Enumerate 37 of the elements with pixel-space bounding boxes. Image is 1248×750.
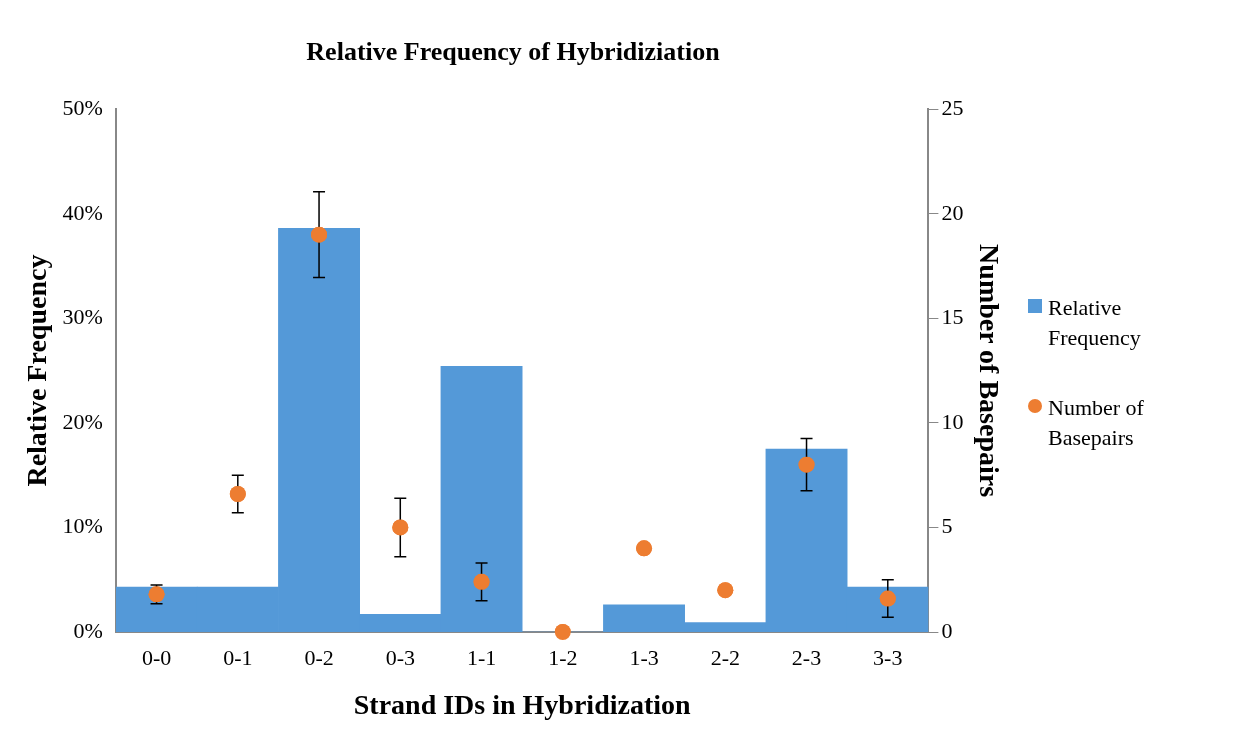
point bbox=[311, 226, 328, 243]
x-tick-label: 1-2 bbox=[548, 644, 578, 670]
y-tick-label: 40% bbox=[62, 199, 103, 225]
x-axis-title: Strand IDs in Hybridization bbox=[353, 689, 692, 721]
point bbox=[473, 573, 490, 590]
y2-tick-label: 0 bbox=[941, 617, 953, 643]
x-tick-label: 1-3 bbox=[629, 644, 659, 670]
y-tick-label: 20% bbox=[62, 408, 103, 434]
point bbox=[392, 519, 409, 536]
y-tick-label: 10% bbox=[62, 513, 103, 539]
y2-tick-label: 25 bbox=[941, 94, 964, 120]
legend-label: Number of Basepairs bbox=[1048, 394, 1145, 452]
x-tick-label: 2-3 bbox=[791, 644, 822, 670]
legend-label: Relative Frequency bbox=[1048, 294, 1142, 352]
chart-title: Relative Frequency of Hybridiziation bbox=[306, 37, 721, 67]
point bbox=[798, 456, 815, 473]
y-axis-title: Relative Frequency bbox=[21, 254, 53, 487]
point bbox=[879, 590, 896, 607]
point bbox=[554, 624, 571, 640]
point bbox=[717, 582, 734, 599]
x-tick-label: 1-1 bbox=[466, 644, 497, 670]
y-tick-label: 50% bbox=[62, 94, 103, 120]
x-tick-label: 0-3 bbox=[385, 644, 415, 670]
x-tick-label: 2-2 bbox=[710, 644, 740, 670]
y-tick-label: 0% bbox=[73, 617, 103, 643]
x-tick-label: 0-0 bbox=[141, 644, 172, 670]
y2-tick-label: 10 bbox=[941, 408, 964, 434]
y-tick-label: 30% bbox=[62, 304, 103, 330]
point bbox=[636, 540, 653, 557]
x-tick-label: 0-2 bbox=[304, 644, 334, 670]
point bbox=[229, 485, 246, 502]
x-tick-label: 3-3 bbox=[873, 644, 903, 670]
y2-tick-label: 5 bbox=[941, 513, 953, 539]
y2-tick-label: 15 bbox=[941, 304, 964, 330]
y2-axis-title: Number of Basepairs bbox=[973, 244, 1005, 498]
x-tick-label: 0-1 bbox=[223, 644, 253, 670]
y2-tick-label: 20 bbox=[941, 199, 964, 225]
